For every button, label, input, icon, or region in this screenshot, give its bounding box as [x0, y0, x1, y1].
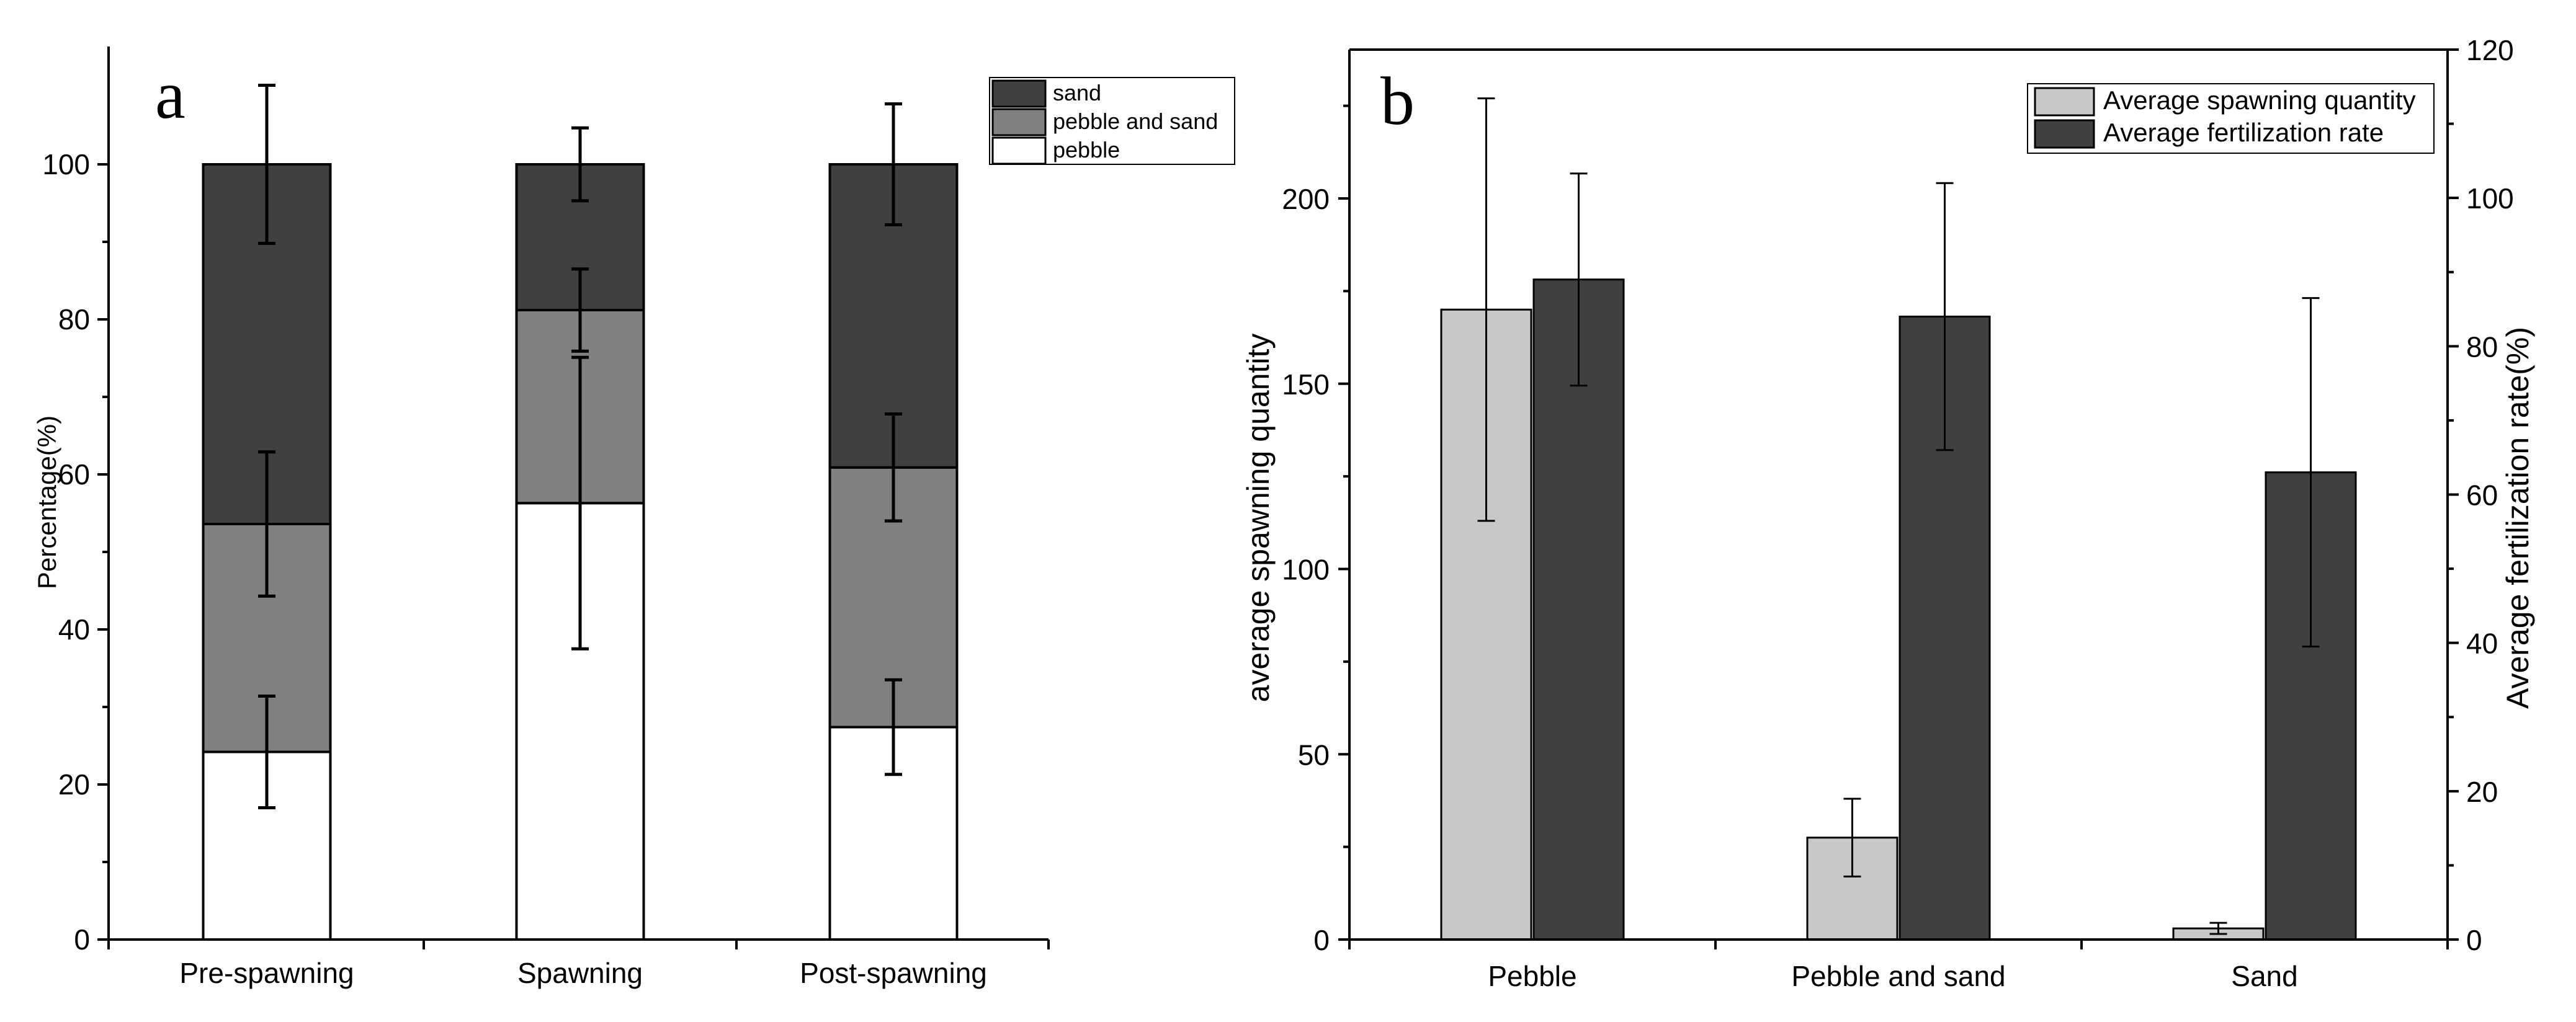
panel-b-letter: b	[1380, 63, 1415, 139]
legend-swatch-average-spawning-quantity	[2034, 87, 2095, 117]
panel-b-right-y-tick-label: 100	[2466, 182, 2514, 215]
panel-b-right-y-axis-label: Average fertilization rate(%)	[2500, 327, 2535, 709]
panel-b-right-y-tick-label: 60	[2466, 479, 2498, 512]
panel-a-x-tick-label: Pre-spawning	[179, 957, 354, 989]
panel-b-left-y-tick-label: 50	[1298, 739, 1330, 771]
panel-a-y-tick-label: 20	[58, 768, 90, 801]
legend-label-sand: sand	[1053, 80, 1101, 105]
legend-label-average-spawning-quantity: Average spawning quantity	[2103, 86, 2416, 115]
panel-b-x-tick-label: Pebble	[1488, 960, 1576, 992]
legend-swatch-average-fertilization-rate	[2034, 119, 2095, 149]
panel-a-letter: a	[155, 57, 186, 133]
error-bar-b-sand-average-fertilization-rate	[2302, 297, 2320, 648]
panel-b-x-tick-label: Pebble and sand	[1791, 960, 2005, 992]
panel-a-y-tick-label: 40	[58, 613, 90, 646]
panel-a-x-tick-label: Post-spawning	[800, 957, 987, 989]
panel-b-x-tick-label: Sand	[2231, 960, 2297, 992]
panel-b-right-y-tick-label: 120	[2466, 34, 2514, 66]
panel-b-right-y-tick-label: 20	[2466, 776, 2498, 808]
panel-a-chart: a Percentage(%) 0 20 40 60 80 100 Pre-spawning…	[32, 47, 1235, 989]
panel-b-left-y-tick-label: 200	[1282, 183, 1330, 215]
panel-a-y-tick-label: 0	[74, 923, 90, 956]
panel-b-legend: Average spawning quantity Average fertili…	[2027, 83, 2435, 154]
error-bar-a-pre-spawning-pebble	[258, 695, 275, 809]
panel-b-right-y-tick-label: 40	[2466, 628, 2498, 660]
panel-b-right-y-tick-label: 80	[2466, 331, 2498, 363]
error-bar-b-pebble-and-sand-average-spawning-quantity	[1843, 798, 1861, 878]
panel-b-left-y-tick-label: 150	[1282, 368, 1330, 401]
legend-label-pebble: pebble	[1053, 137, 1120, 162]
panel-a-x-tick-label: Spawning	[517, 957, 643, 989]
panel-a-legend: sand pebble and sand pebble	[989, 77, 1235, 165]
legend-swatch-pebble-and-sand	[991, 108, 1047, 136]
panel-a-y-axis-label: Percentage(%)	[32, 415, 61, 589]
legend-label-average-fertilization-rate: Average fertilization rate	[2103, 118, 2384, 147]
error-bar-a-spawning-pebble-and-sand	[571, 267, 589, 353]
panel-a-y-tick-label: 60	[58, 458, 90, 491]
error-bar-b-sand-average-spawning-quantity	[2209, 922, 2227, 935]
error-bar-b-pebble-average-fertilization-rate	[1570, 172, 1588, 387]
bar-b-pebble-average-fertilization-rate	[1532, 278, 1625, 941]
error-bar-a-pre-spawning-sand	[258, 84, 275, 245]
legend-swatch-sand	[991, 79, 1047, 108]
panel-b-left-y-tick-label: 100	[1282, 554, 1330, 586]
panel-b-right-y-tick-label: 0	[2466, 924, 2482, 956]
legend-swatch-pebble	[991, 136, 1047, 165]
error-bar-b-pebble-and-sand-average-fertilization-rate	[1936, 182, 1954, 451]
panel-a-y-tick-label: 80	[58, 303, 90, 335]
panel-b-legend-frame	[2027, 83, 2435, 154]
error-bar-a-spawning-pebble	[571, 355, 589, 651]
panel-b-left-y-tick-label: 0	[1313, 924, 1330, 956]
error-bar-b-pebble-average-spawning-quantity	[1477, 97, 1495, 522]
panel-b-chart: b average spawning quantity Average fert…	[1241, 34, 2535, 992]
panel-b-left-y-axis-label: average spawning quantity	[1241, 334, 1276, 703]
error-bar-a-post-spawning-pebble-and-sand	[885, 412, 902, 523]
panel-a-y-tick-label: 100	[42, 148, 90, 180]
legend-label-pebble-and-sand: pebble and sand	[1053, 109, 1218, 134]
error-bar-a-post-spawning-pebble	[885, 678, 902, 776]
error-bar-a-post-spawning-sand	[885, 102, 902, 226]
error-bar-a-pre-spawning-pebble-and-sand	[258, 450, 275, 598]
error-bar-a-spawning-sand	[571, 126, 589, 203]
